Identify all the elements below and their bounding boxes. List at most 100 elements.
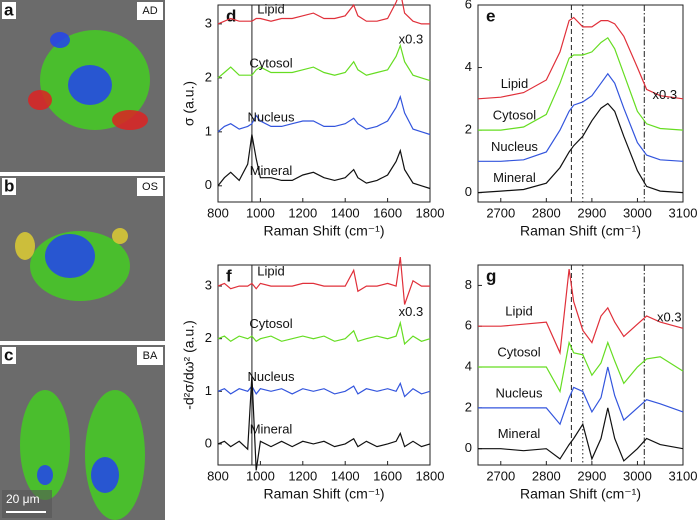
- cell-region: [112, 228, 128, 244]
- tag-box: [137, 178, 163, 196]
- x-tick-label: 1200: [288, 468, 317, 483]
- annotation: x0.3: [657, 309, 682, 324]
- panel-label: f: [226, 266, 232, 285]
- y-tick-label: 2: [465, 122, 472, 137]
- panel-label: e: [486, 6, 495, 25]
- panel-label: b: [4, 176, 14, 195]
- x-tick-label: 1000: [246, 468, 275, 483]
- x-tick-label: 3100: [669, 468, 698, 483]
- chart: 800 1000 1200 1400 1600 1800 0 1 2 3 Raman Shift (…: [181, 257, 445, 502]
- series-label: Cytosol: [493, 108, 536, 123]
- image-panel: c BA: [0, 345, 165, 520]
- x-tick-label: 2700: [486, 205, 515, 220]
- plot-frame: [217, 264, 431, 466]
- chart: 2700 2800 2900 3000 3100 0 2 4 6 8 Raman Shift (cm…: [465, 264, 698, 502]
- label-box: [2, 178, 16, 195]
- x-tick-label: 2800: [532, 468, 561, 483]
- image-panel: a AD: [0, 0, 165, 172]
- y-axis-label: σ (a.u.): [181, 81, 197, 126]
- spectrum: [478, 340, 684, 394]
- spectrum: [217, 257, 430, 305]
- x-tick-label: 3100: [669, 205, 698, 220]
- chart: 2700 2800 2900 3000 3100 0 2 4 6 Raman Shift (cm⁻…: [465, 0, 698, 239]
- series-label: Cytosol: [497, 344, 540, 359]
- spectrum: [478, 72, 684, 162]
- series-label: Mineral: [250, 421, 293, 436]
- x-tick-label: 3000: [623, 205, 652, 220]
- label-box: [2, 2, 16, 19]
- x-tick-label: 1800: [416, 205, 445, 220]
- x-tick-label: 2700: [486, 468, 515, 483]
- series-label: Nucleus: [248, 369, 295, 384]
- x-tick-label: 2800: [532, 205, 561, 220]
- spectrum: [217, 43, 431, 82]
- tag-box: [137, 347, 163, 365]
- x-axis-label: Raman Shift (cm⁻¹): [520, 223, 641, 239]
- series-label: Cytosol: [249, 55, 292, 70]
- y-tick-label: 4: [465, 358, 472, 373]
- cell-region: [68, 65, 112, 105]
- cell-region: [15, 232, 35, 260]
- spectrum: [217, 375, 431, 471]
- panel-tag: BA: [143, 350, 158, 362]
- chart: 800 1000 1200 1400 1600 1800 0 1 2 3 Raman Shift (…: [181, 0, 445, 239]
- plot-frame: [477, 264, 684, 466]
- y-axis-label: -d²σ/dω² (a.u.): [181, 320, 197, 410]
- x-tick-label: 1800: [416, 468, 445, 483]
- plot-frame: [477, 4, 684, 203]
- spectrum: [217, 381, 431, 398]
- x-tick-label: 1600: [373, 468, 402, 483]
- y-tick-label: 8: [465, 277, 472, 292]
- x-tick-label: 800: [207, 468, 229, 483]
- cell-region: [28, 90, 52, 110]
- spectrum: [217, 134, 431, 190]
- series-label: Cytosol: [249, 316, 292, 331]
- cell-region: [112, 110, 148, 130]
- y-tick-label: 1: [205, 383, 212, 398]
- x-axis-label: Raman Shift (cm⁻¹): [264, 223, 385, 239]
- x-tick-label: 3000: [623, 468, 652, 483]
- panel-label: a: [4, 0, 14, 19]
- series-label: Nucleus: [491, 139, 538, 154]
- spectrum: [217, 320, 431, 346]
- y-tick-label: 0: [465, 440, 472, 455]
- spectrum: [217, 94, 431, 136]
- spectrum: [477, 102, 684, 194]
- x-axis-label: Raman Shift (cm⁻¹): [264, 486, 385, 502]
- scale-box: [2, 490, 52, 518]
- cell-region: [85, 390, 145, 520]
- spectrum: [478, 366, 684, 426]
- y-tick-label: 3: [205, 277, 212, 292]
- annotation: x0.3: [399, 304, 424, 319]
- x-tick-label: 1000: [246, 205, 275, 220]
- series-label: Lipid: [257, 1, 284, 16]
- series-label: Lipid: [501, 76, 528, 91]
- series-label: Mineral: [250, 163, 293, 178]
- y-tick-label: 2: [205, 330, 212, 345]
- scale-bar-label: 20 μm: [6, 492, 40, 506]
- panel-tag: OS: [142, 181, 158, 193]
- y-tick-label: 3: [205, 15, 212, 30]
- panel-tag: AD: [142, 5, 157, 17]
- x-tick-label: 1600: [373, 205, 402, 220]
- plot-frame: [217, 4, 431, 203]
- tag-box: [137, 2, 163, 20]
- annotation: x0.3: [652, 87, 677, 102]
- spectrum: [477, 16, 684, 100]
- panel-label: c: [4, 345, 13, 364]
- x-tick-label: 1200: [288, 205, 317, 220]
- series-label: Nucleus: [248, 109, 295, 124]
- cell-region: [37, 465, 53, 485]
- y-tick-label: 4: [465, 59, 472, 74]
- panel-label: d: [226, 6, 236, 25]
- x-tick-label: 2900: [577, 205, 606, 220]
- spectrum: [478, 269, 684, 356]
- y-tick-label: 6: [465, 318, 472, 333]
- x-tick-label: 800: [207, 205, 229, 220]
- x-tick-label: 1400: [331, 468, 360, 483]
- series-label: Lipid: [505, 304, 532, 319]
- y-tick-label: 2: [465, 399, 472, 414]
- y-tick-label: 0: [205, 177, 212, 192]
- spectrum: [478, 36, 684, 131]
